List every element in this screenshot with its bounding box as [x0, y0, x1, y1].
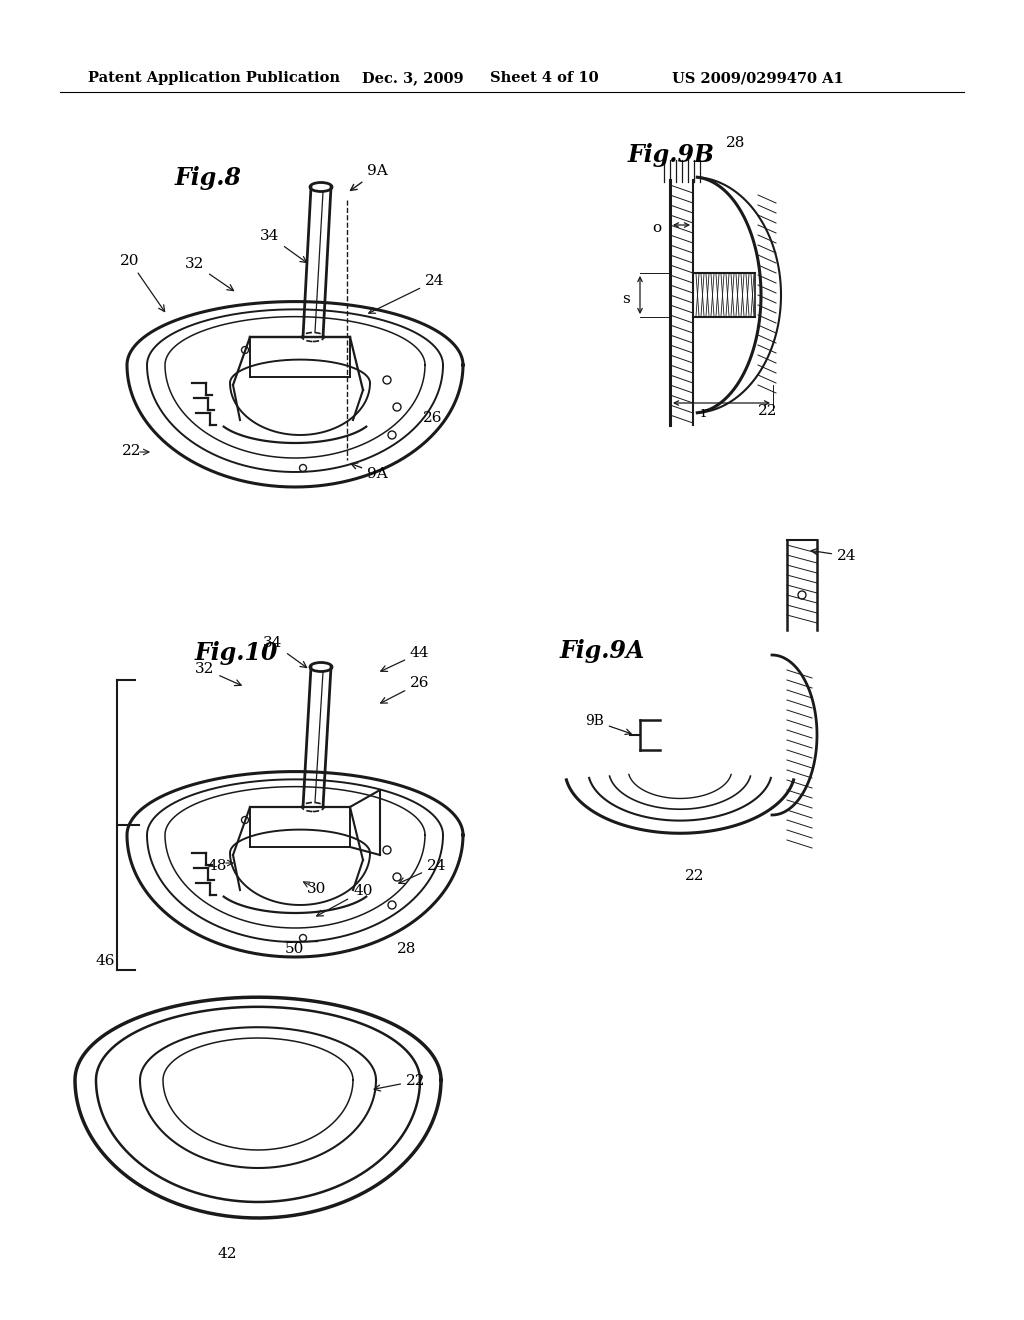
Text: 40: 40 — [316, 884, 373, 916]
Text: 30: 30 — [307, 882, 327, 896]
Text: 24: 24 — [811, 549, 856, 564]
Text: Dec. 3, 2009: Dec. 3, 2009 — [362, 71, 464, 84]
Text: 9A: 9A — [350, 164, 388, 190]
Text: 28: 28 — [726, 136, 745, 150]
Text: Fig.9A: Fig.9A — [560, 639, 645, 663]
Text: 34: 34 — [263, 636, 306, 668]
Text: Fig.8: Fig.8 — [175, 166, 242, 190]
Text: 22: 22 — [122, 444, 141, 458]
Text: Sheet 4 of 10: Sheet 4 of 10 — [490, 71, 599, 84]
Text: o: o — [652, 220, 662, 235]
Text: s: s — [622, 292, 630, 306]
Text: 24: 24 — [398, 859, 446, 883]
Text: 26: 26 — [423, 411, 442, 425]
Text: 32: 32 — [185, 257, 233, 290]
Text: 24: 24 — [369, 275, 444, 313]
Text: 50: 50 — [285, 942, 304, 956]
Text: US 2009/0299470 A1: US 2009/0299470 A1 — [672, 71, 844, 84]
Text: 44: 44 — [381, 645, 429, 672]
Text: 48: 48 — [207, 859, 226, 873]
Text: Fig.9B: Fig.9B — [628, 143, 715, 168]
Text: 9B: 9B — [585, 714, 631, 734]
Text: 9A: 9A — [351, 463, 388, 480]
Text: 34: 34 — [260, 228, 306, 263]
Text: 46: 46 — [95, 954, 115, 968]
Text: 26: 26 — [381, 676, 429, 704]
Text: 22: 22 — [758, 404, 777, 418]
Text: 22: 22 — [374, 1074, 426, 1092]
Text: 28: 28 — [397, 942, 417, 956]
Text: r: r — [700, 407, 708, 420]
Text: Patent Application Publication: Patent Application Publication — [88, 71, 340, 84]
Text: 20: 20 — [120, 253, 165, 312]
Text: 32: 32 — [195, 663, 242, 685]
Text: 22: 22 — [685, 869, 705, 883]
Text: Fig.10: Fig.10 — [195, 642, 279, 665]
Text: 42: 42 — [218, 1247, 238, 1261]
